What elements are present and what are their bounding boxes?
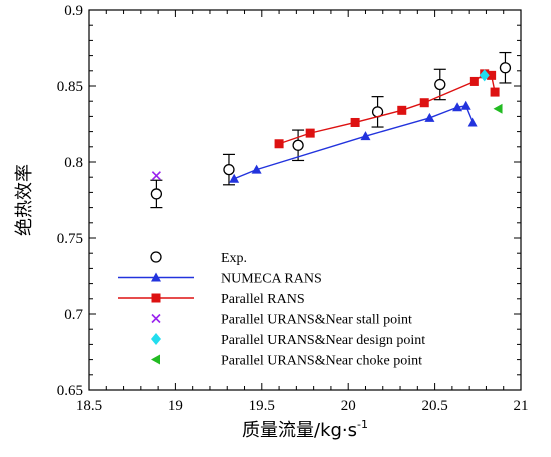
y-tick-label: 0.8	[64, 155, 83, 171]
x-marker-stroke	[151, 313, 161, 324]
data-point	[397, 105, 407, 115]
data-point	[292, 139, 304, 151]
data-point	[479, 69, 490, 82]
legend-label: Parallel RANS	[221, 292, 305, 307]
legend-marker	[151, 333, 161, 345]
data-point	[467, 117, 478, 127]
data-point	[223, 163, 235, 176]
data-point	[305, 128, 315, 138]
data-point	[350, 117, 360, 127]
data-point	[150, 188, 163, 200]
series-3	[274, 69, 500, 149]
y-tick-label: 0.9	[64, 3, 83, 19]
data-point	[460, 100, 471, 110]
marker-backdrop	[372, 106, 383, 117]
x-tick-label: 18.5	[76, 398, 102, 414]
marker-backdrop	[151, 188, 162, 199]
legend-marker	[150, 251, 162, 263]
data-point	[434, 78, 446, 91]
data-point	[493, 103, 503, 114]
legend-marker	[151, 313, 161, 324]
series-4	[151, 171, 161, 181]
x-tick-label: 19	[168, 398, 183, 414]
data-point	[360, 131, 371, 141]
data-point	[251, 164, 262, 174]
x-tick-label: 21	[514, 398, 529, 414]
data-point	[424, 112, 435, 122]
y-tick-label: 0.7	[64, 307, 83, 323]
legend-entry-2: NUMECA RANS	[118, 272, 322, 287]
data-point	[499, 62, 512, 74]
legend-label: Exp.	[221, 251, 247, 266]
legend-entry-1: Exp.	[150, 251, 247, 266]
legend-label: NUMECA RANS	[221, 272, 322, 287]
legend-marker	[151, 293, 161, 303]
legend-label: Parallel URANS&Near choke point	[221, 354, 422, 369]
legend: Exp. NUMECA RANS Parallel RANS Parallel URA…	[118, 251, 425, 369]
series-2	[229, 100, 478, 183]
legend-label: Parallel URANS&Near design point	[221, 333, 425, 348]
legend-label: Parallel URANS&Near stall point	[221, 313, 412, 328]
data-point	[229, 173, 240, 183]
x-axis-title: 质量流量/kg·s-1	[242, 418, 368, 441]
legend-marker	[151, 272, 161, 282]
legend-entry-4: Parallel URANS&Near stall point	[151, 313, 412, 328]
y-axis-title: 绝热效率	[14, 164, 35, 236]
x-marker-stroke	[151, 171, 161, 181]
data-point	[469, 76, 479, 86]
x-axis-ticks: 18.5 19 19.5 20 20.5 21	[76, 10, 529, 414]
marker-backdrop	[500, 62, 511, 73]
x-tick-label: 19.5	[249, 398, 275, 414]
legend-marker	[151, 354, 160, 365]
series-5	[479, 69, 490, 82]
x-tick-label: 20	[341, 398, 356, 414]
y-tick-label: 0.75	[57, 231, 83, 247]
data-point	[419, 98, 429, 108]
data-point	[490, 87, 500, 97]
x-axis-title-main: 质量流量/kg·s	[242, 420, 357, 441]
data-point	[151, 171, 161, 181]
series-6	[493, 103, 503, 114]
marker-backdrop	[434, 79, 445, 90]
marker-backdrop	[223, 164, 234, 175]
y-axis-ticks: 0.65 0.7 0.75 0.8 0.85 0.9	[57, 3, 521, 399]
legend-entry-3: Parallel RANS	[118, 292, 305, 307]
y-tick-label: 0.65	[57, 383, 83, 399]
data-point	[452, 102, 463, 112]
series-line	[233, 104, 474, 180]
series-layer	[150, 51, 512, 209]
series-1	[150, 51, 512, 209]
legend-entry-6: Parallel URANS&Near choke point	[151, 354, 422, 369]
x-tick-label: 20.5	[421, 398, 447, 414]
y-tick-label: 0.85	[57, 79, 83, 95]
plot-frame	[88, 9, 522, 391]
data-point	[274, 139, 284, 149]
data-point	[487, 70, 497, 80]
marker-backdrop	[293, 140, 304, 151]
x-axis-title-superscript: -1	[357, 418, 368, 431]
legend-entry-5: Parallel URANS&Near design point	[151, 333, 425, 348]
